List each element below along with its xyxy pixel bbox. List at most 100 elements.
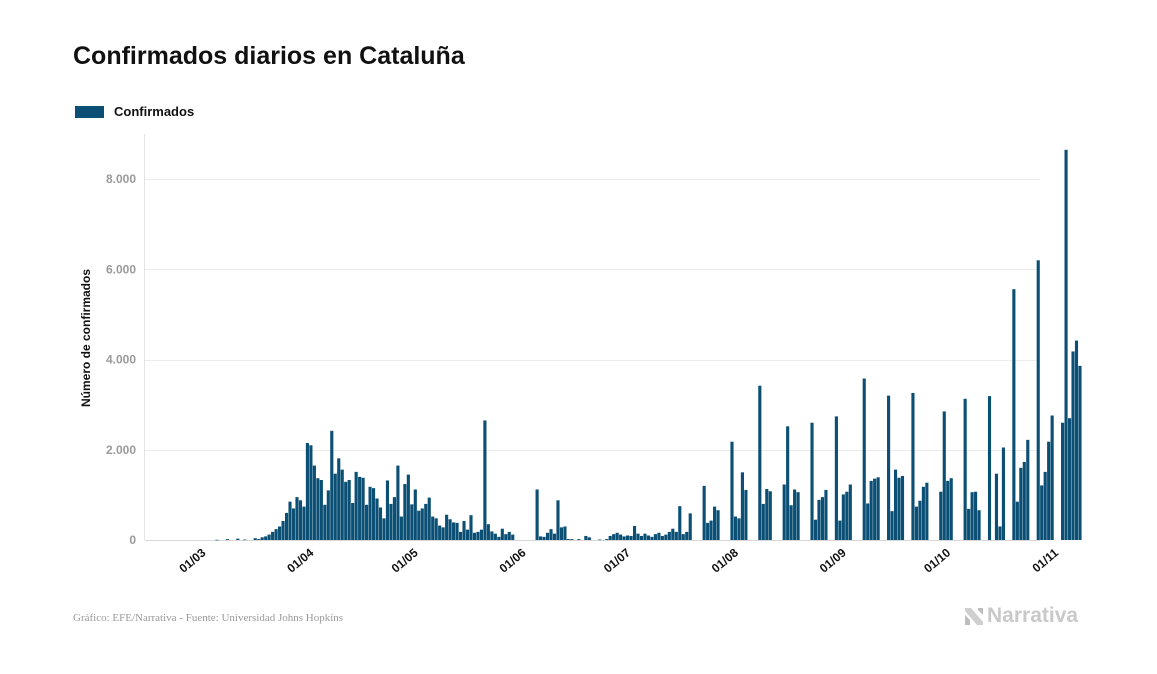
y-tick-label: 6.000 (106, 262, 136, 276)
bar (605, 539, 609, 540)
bar (639, 535, 644, 540)
bar (424, 503, 428, 540)
x-tick-label: 01/06 (497, 545, 529, 575)
bar (1012, 289, 1016, 540)
bar (942, 411, 946, 540)
bar (302, 506, 306, 540)
bar (838, 520, 842, 540)
bar (813, 519, 818, 540)
bar (612, 534, 616, 540)
bar (946, 480, 950, 540)
bar (476, 531, 480, 540)
x-tick-label: 01/07 (601, 545, 633, 575)
bar (497, 536, 501, 540)
bar (876, 477, 880, 540)
bar (674, 531, 678, 540)
bar (1078, 365, 1082, 540)
bar (284, 512, 289, 540)
bar (281, 521, 285, 540)
bar (643, 533, 647, 540)
bar (427, 497, 431, 540)
bar (469, 515, 473, 540)
bar (862, 378, 866, 540)
bar (681, 534, 685, 540)
bar (626, 535, 630, 540)
bar (709, 520, 713, 540)
y-tick-label: 8.000 (106, 172, 136, 186)
bar (758, 385, 762, 540)
bar (288, 501, 292, 540)
bar (706, 522, 710, 540)
bar (392, 497, 396, 540)
bar (337, 458, 341, 540)
legend: Confirmados (75, 104, 194, 119)
bar (963, 398, 967, 540)
bar (974, 491, 978, 540)
bar (744, 489, 748, 540)
bar (257, 539, 261, 540)
bar (260, 537, 264, 540)
bar (410, 504, 414, 540)
bar (340, 469, 344, 540)
bar (939, 491, 943, 540)
bar (385, 480, 390, 540)
x-tick-label: 01/03 (176, 545, 208, 575)
bar (291, 508, 296, 540)
bar (782, 484, 786, 540)
bar (667, 531, 671, 540)
bar (504, 534, 508, 540)
bar (445, 514, 449, 540)
bar (650, 536, 654, 540)
bar (873, 478, 877, 540)
bar (438, 525, 442, 540)
bar (632, 526, 637, 540)
bar (552, 533, 557, 540)
bar (333, 473, 337, 540)
bar (949, 478, 953, 540)
narrativa-logo-icon (965, 608, 983, 625)
bar (1026, 439, 1030, 540)
bar (441, 527, 445, 540)
bar (549, 529, 553, 540)
bar (841, 494, 845, 540)
bar (646, 535, 651, 540)
bar (810, 422, 814, 540)
bar (368, 486, 372, 540)
bar (535, 489, 539, 540)
bar (507, 531, 511, 540)
bar (987, 396, 992, 540)
bar (713, 506, 717, 540)
bar (848, 484, 852, 540)
bar (305, 443, 309, 540)
bar (619, 534, 623, 540)
bar (326, 490, 330, 540)
bar (389, 503, 393, 540)
bar (911, 392, 915, 540)
bar (866, 503, 870, 540)
y-tick-labels: 0 2.000 4.000 6.000 8.000 (106, 172, 136, 547)
bar (657, 532, 661, 540)
bar (236, 538, 240, 540)
bar (378, 507, 383, 540)
bar (1022, 461, 1026, 540)
bar (793, 489, 797, 540)
bar (702, 485, 706, 540)
bar (1019, 467, 1023, 540)
bar (765, 489, 769, 540)
bar (820, 497, 825, 540)
bar (382, 518, 386, 540)
bar (420, 508, 424, 540)
bar (918, 500, 922, 540)
bar (887, 395, 891, 540)
bar (1015, 501, 1019, 540)
bar (417, 510, 421, 540)
bar (243, 539, 247, 541)
brand-name: Narrativa (987, 604, 1079, 627)
bar (921, 486, 925, 540)
bar (406, 474, 410, 540)
bar (431, 516, 435, 540)
bar (897, 477, 901, 540)
bar (413, 489, 417, 540)
bar (225, 539, 229, 540)
